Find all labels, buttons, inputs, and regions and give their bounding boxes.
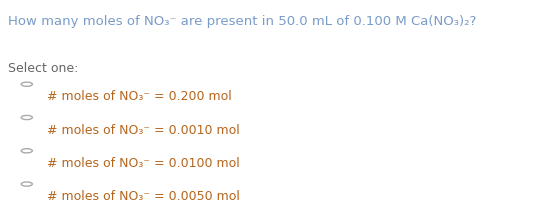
Text: Select one:: Select one:	[8, 62, 79, 76]
Text: # moles of NO₃⁻ = 0.200 mol: # moles of NO₃⁻ = 0.200 mol	[47, 90, 232, 104]
Text: # moles of NO₃⁻ = 0.0010 mol: # moles of NO₃⁻ = 0.0010 mol	[47, 124, 240, 137]
Text: # moles of NO₃⁻ = 0.0050 mol: # moles of NO₃⁻ = 0.0050 mol	[47, 190, 240, 203]
Text: # moles of NO₃⁻ = 0.0100 mol: # moles of NO₃⁻ = 0.0100 mol	[47, 157, 240, 170]
Text: How many moles of NO₃⁻ are present in 50.0 mL of 0.100 M Ca(NO₃)₂?: How many moles of NO₃⁻ are present in 50…	[8, 15, 477, 27]
